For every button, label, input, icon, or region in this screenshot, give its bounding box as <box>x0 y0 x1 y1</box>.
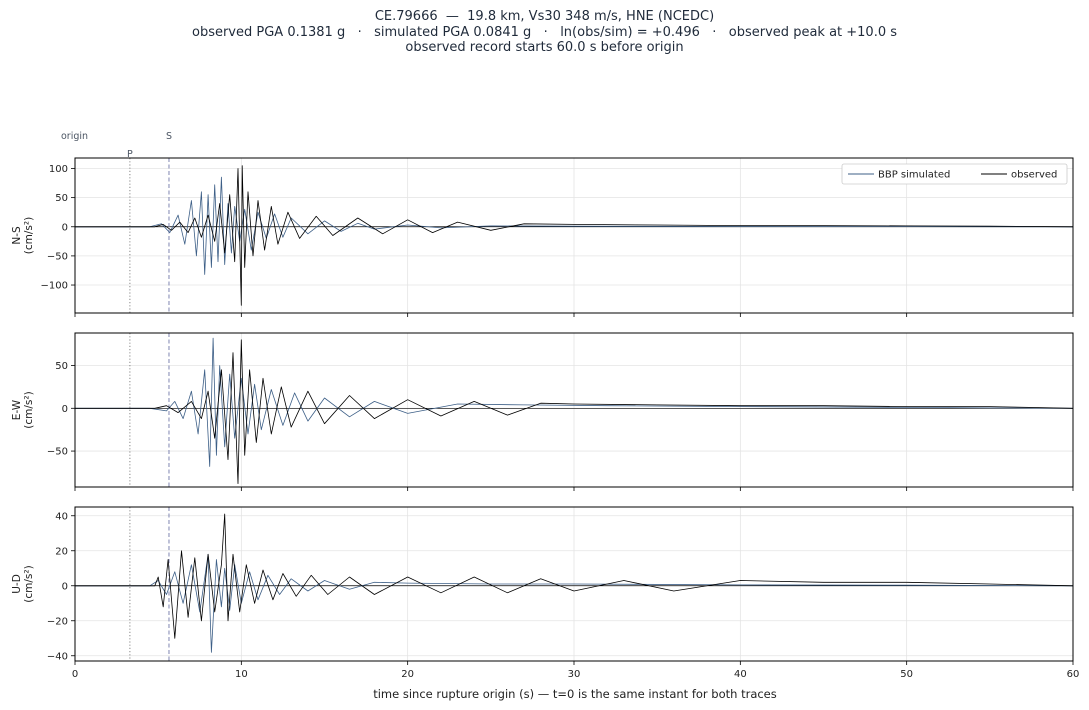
x-tick-label: 0 <box>72 669 78 680</box>
y-tick-label: −100 <box>41 281 68 292</box>
y-tick-label: 0 <box>62 404 68 415</box>
x-axis-label: time since rupture origin (s) — t=0 is t… <box>373 687 777 701</box>
panel-n-s: 100 50 0 −50 −100 N-S (cm/s²) <box>11 157 1074 317</box>
legend: BBP simulated observed <box>841 163 1068 185</box>
x-tick-label: 50 <box>900 669 913 680</box>
y-tick-label: −50 <box>47 251 68 262</box>
y-axis-label-component: E-W <box>11 399 23 420</box>
marker-label-p: P <box>127 149 133 160</box>
x-tick-label: 60 <box>1067 669 1080 680</box>
y-tick-label: 40 <box>55 511 68 522</box>
legend-label-simulated: BBP simulated <box>878 170 950 181</box>
trace-observed <box>75 339 1073 485</box>
title-line-1: CE.79666 — 19.8 km, Vs30 348 m/s, HNE (N… <box>374 9 715 24</box>
y-tick-label: 0 <box>62 222 68 233</box>
legend-box <box>841 163 1068 185</box>
x-tick-label: 30 <box>568 669 581 680</box>
y-tick-label: −20 <box>47 616 68 627</box>
title-line-2: observed PGA 0.1381 g · simulated PGA 0.… <box>191 24 898 40</box>
y-axis-label-units: (cm/s²) <box>23 565 35 602</box>
y-tick-label: 50 <box>55 361 68 372</box>
x-tick-label: 40 <box>734 669 747 680</box>
title-line-3: observed record starts 60.0 s before ori… <box>405 40 684 55</box>
chart-title: CE.79666 — 19.8 km, Vs30 348 m/s, HNE (N… <box>0 9 1089 56</box>
trace-observed <box>75 165 1073 306</box>
y-tick-label: −40 <box>47 651 68 662</box>
y-axis-label-units: (cm/s²) <box>23 391 35 428</box>
panel-u-d: 40 20 0 −20 −40 0 10 20 30 40 50 60 U-D (cm/s²) <box>11 506 1080 680</box>
legend-label-observed: observed <box>1011 170 1057 181</box>
x-tick-label: 10 <box>235 669 248 680</box>
y-tick-label: 0 <box>62 581 68 592</box>
marker-label-origin: origin <box>61 131 88 142</box>
panel-e-w: 50 0 −50 E-W (cm/s²) <box>11 332 1074 491</box>
y-tick-label: 20 <box>55 546 68 557</box>
y-tick-label: −50 <box>47 447 68 458</box>
y-tick-label: 100 <box>49 164 68 175</box>
trace-observed <box>75 513 1073 639</box>
y-axis-label-component: N-S <box>11 226 23 245</box>
marker-label-s: S <box>166 131 172 142</box>
y-axis-label-units: (cm/s²) <box>23 217 35 254</box>
x-tick-label: 20 <box>401 669 414 680</box>
y-axis-label-component: U-D <box>11 574 23 594</box>
y-tick-label: 50 <box>55 193 68 204</box>
